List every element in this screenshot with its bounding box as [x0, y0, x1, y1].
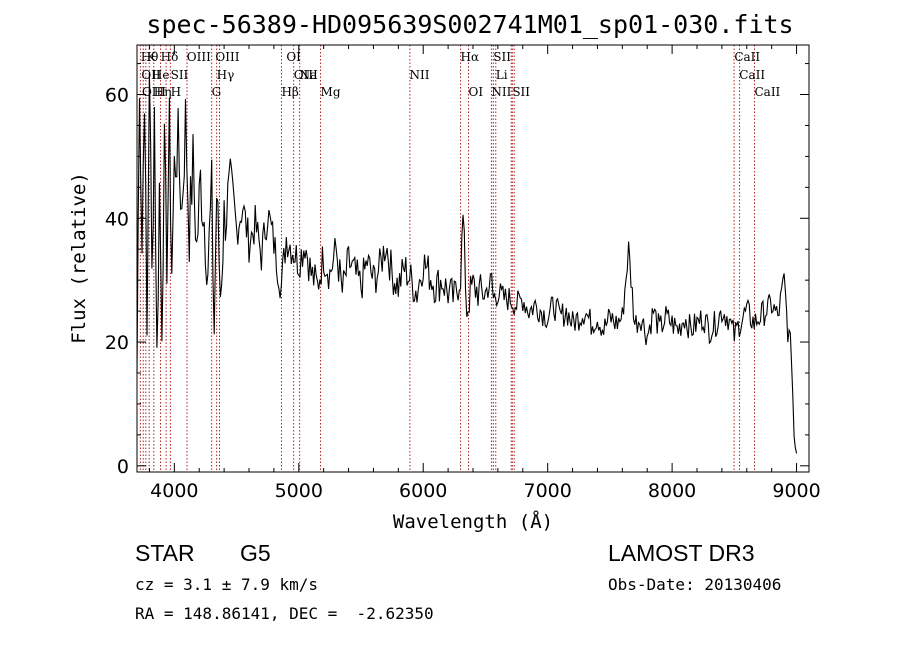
line-label-3: OIII [187, 50, 211, 64]
coordinates: RA = 148.86141, DEC = -2.62350 [135, 604, 434, 623]
line-label-15: NII [410, 68, 430, 82]
redshift-velocity: cz = 3.1 ± 7.9 km/s [135, 575, 319, 594]
line-label-17: CaII [739, 68, 765, 82]
line-label-10: He [152, 68, 170, 82]
y-tick-label-2: 40 [105, 208, 129, 230]
line-label-25: NII [491, 85, 511, 99]
x-tick-label-3: 7000 [523, 480, 571, 502]
chart-title: spec-56389-HD095639S002741M01_sp01-030.f… [146, 10, 793, 39]
object-class: STAR [135, 540, 195, 566]
x-tick-label-5: 9000 [772, 480, 820, 502]
line-label-7: SII [493, 50, 511, 64]
line-label-14: Na [300, 68, 318, 82]
line-label-8: CaII [734, 50, 760, 64]
line-label-16: Li [496, 68, 508, 82]
y-tick-label-3: 60 [105, 85, 129, 107]
line-label-0: Hθ [141, 50, 159, 64]
observation-date: Obs-Date: 20130406 [608, 575, 782, 594]
y-tick-label-0: 0 [117, 456, 129, 478]
y-tick-label-1: 20 [105, 332, 129, 354]
x-tick-label-2: 6000 [399, 480, 447, 502]
line-label-20: H [171, 85, 181, 99]
line-label-13: OIII [294, 68, 318, 82]
axis-ticks: 4000 5000 6000 7000 8000 9000 0 20 40 60 [105, 45, 821, 502]
line-label-5: OI [286, 50, 301, 64]
survey-name: LAMOST DR3 [608, 540, 755, 566]
object-subclass: G5 [240, 540, 271, 566]
x-axis-label: Wavelength (Å) [393, 510, 553, 533]
spectrum-line [136, 73, 798, 454]
line-label-11: SII [171, 68, 189, 82]
line-label-22: Hβ [281, 85, 298, 99]
line-label-23: Mg [321, 85, 341, 99]
line-label-4: OIII [215, 50, 239, 64]
line-label-21: G [212, 85, 222, 99]
x-tick-label-4: 8000 [648, 480, 696, 502]
x-tick-label-0: 4000 [150, 480, 198, 502]
line-label-1: K [147, 50, 157, 64]
emission-line-markers [139, 45, 755, 472]
x-tick-label-1: 5000 [275, 480, 323, 502]
line-label-26: SII [512, 85, 530, 99]
line-label-27: CaII [754, 85, 780, 99]
line-label-19: Hη [154, 85, 172, 99]
line-label-18: OIII [142, 85, 166, 99]
plot-frame [136, 44, 810, 473]
y-axis-label: Flux (relative) [68, 172, 90, 344]
line-label-6: Hα [461, 50, 480, 64]
line-label-24: OI [469, 85, 484, 99]
line-label-2: Hδ [161, 50, 179, 64]
line-label-12: Hγ [217, 68, 235, 82]
line-label-9: OII [141, 68, 161, 82]
